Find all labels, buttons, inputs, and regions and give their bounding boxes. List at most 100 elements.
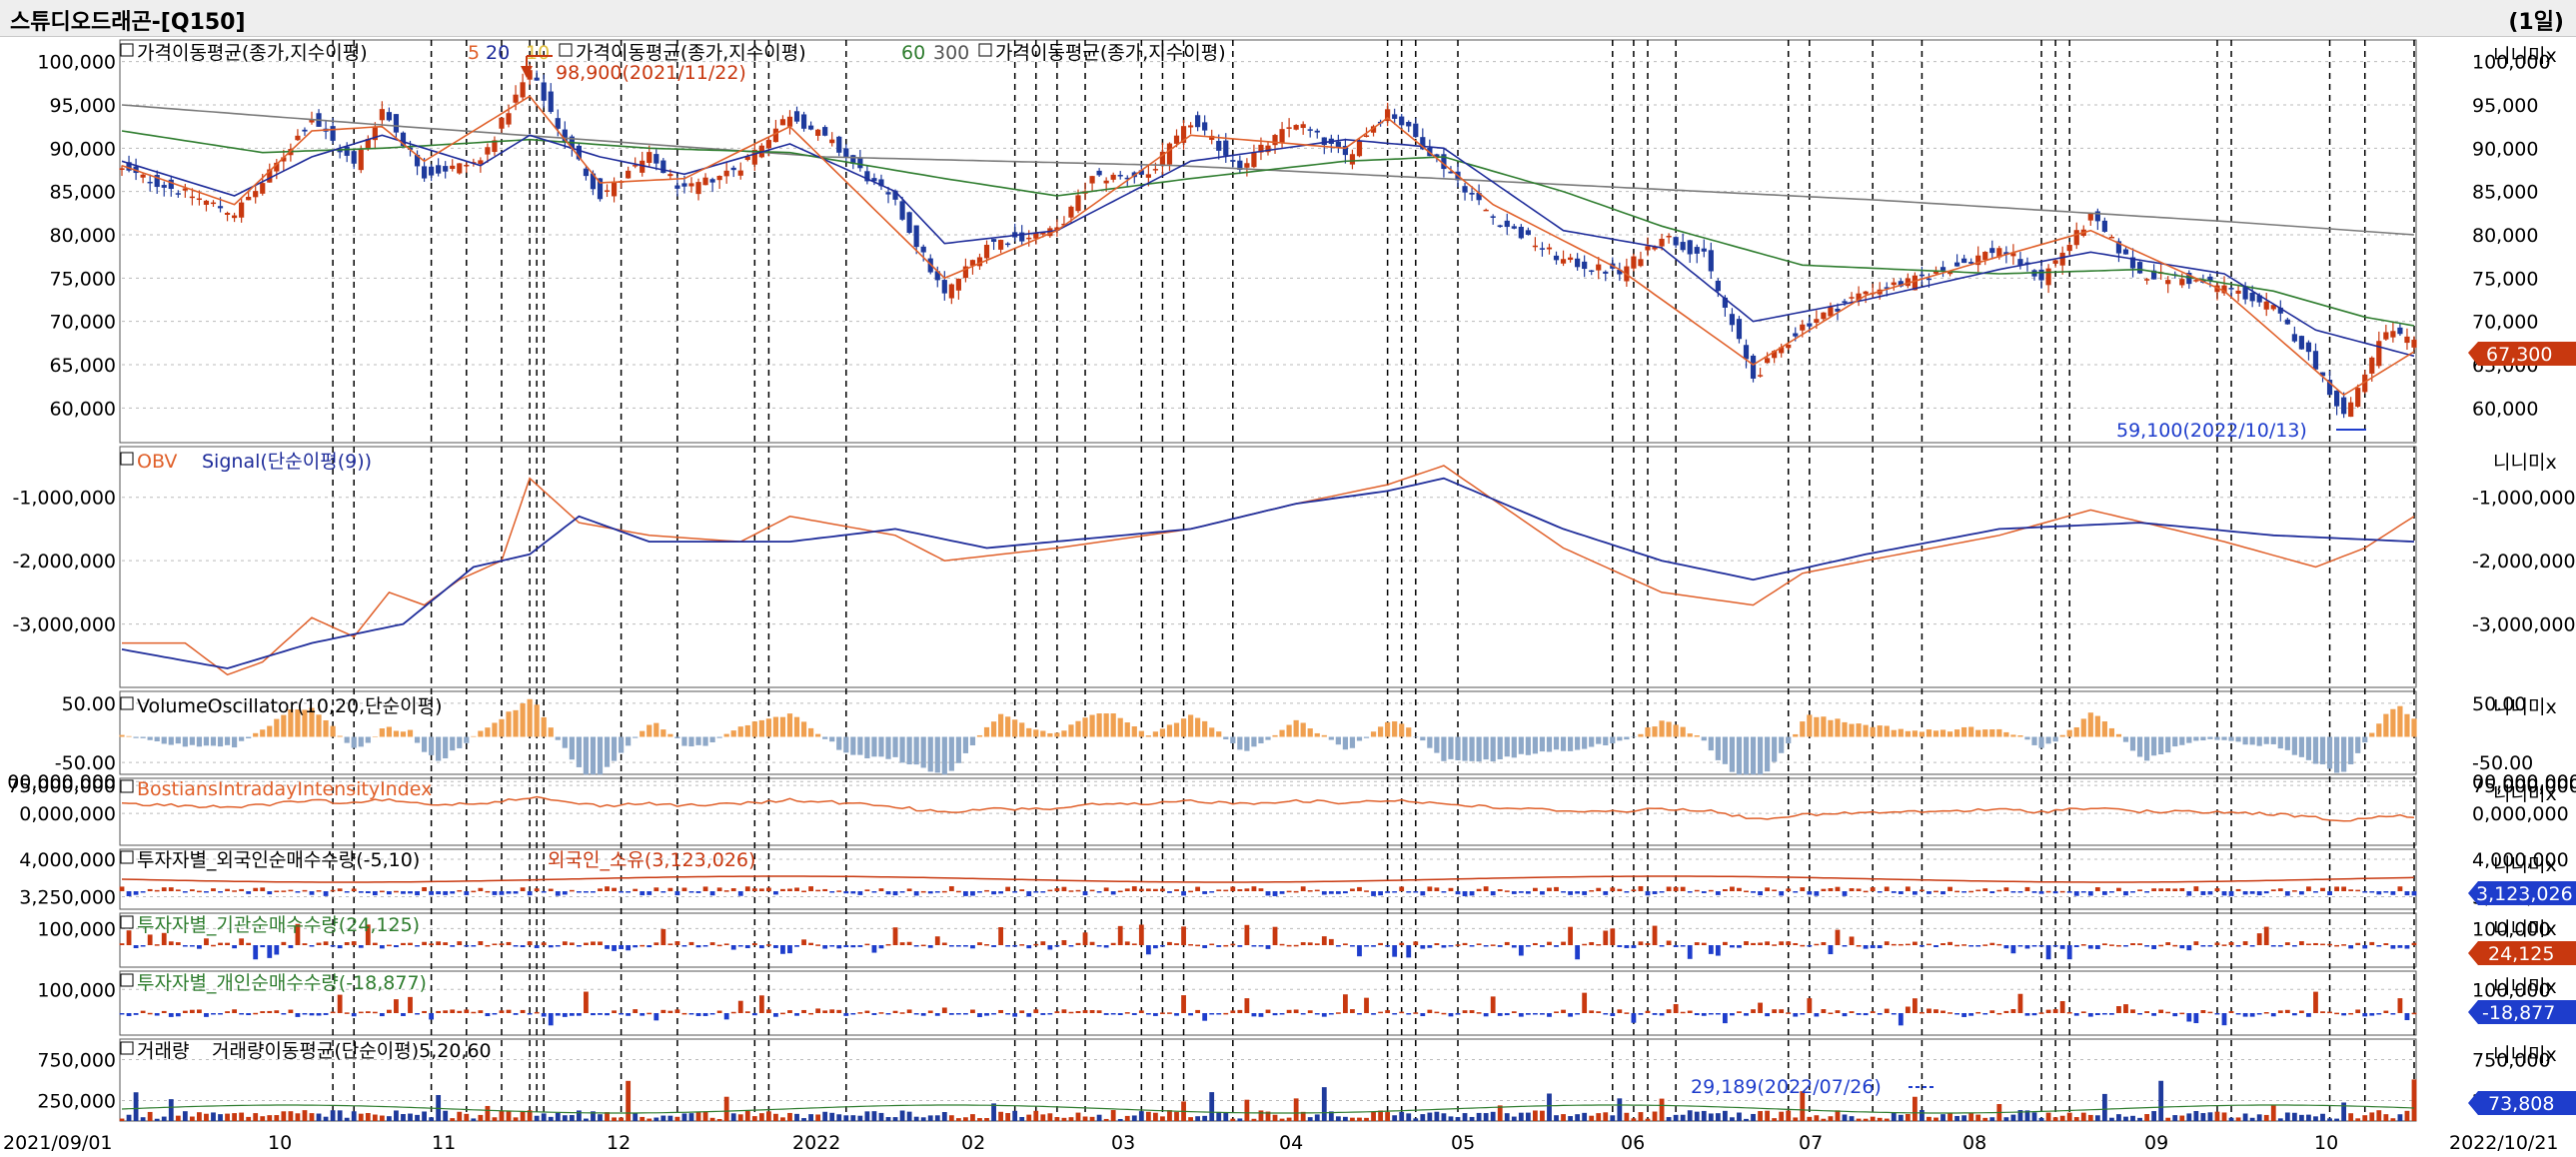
price-ma-legend-3[interactable]: 가격이동평균(종가,지수이평)	[978, 42, 1226, 64]
inst-legend[interactable]: 투자자별_기관순매수수량(24,125)	[120, 914, 420, 936]
institution-bar	[274, 945, 280, 955]
volume-bar	[1659, 1098, 1665, 1121]
institution-bar	[1744, 941, 1749, 945]
individual-bar	[2200, 1010, 2206, 1013]
price-candle	[1420, 137, 1426, 150]
institution-bar	[253, 945, 259, 960]
individual-bar	[422, 1010, 427, 1013]
price-candle	[1926, 278, 1932, 281]
volume-bar	[1722, 1110, 1728, 1121]
vo-bar	[723, 733, 729, 737]
volume-bar	[140, 1117, 146, 1121]
vo-bar	[948, 736, 954, 771]
individual-bar	[660, 1009, 666, 1013]
price-candle	[1068, 206, 1074, 218]
y-tick-label-left-price: 80,000	[50, 225, 116, 247]
vo-bar	[274, 718, 280, 737]
individual-bar	[457, 1010, 463, 1013]
institution-bar	[1786, 941, 1792, 945]
volume-bar	[2200, 1113, 2206, 1121]
volume-bar	[1364, 1117, 1369, 1121]
vo-bar	[1610, 736, 1616, 744]
vo-bar	[1638, 733, 1644, 737]
volume-legend[interactable]: 거래량 거래량이동평균(단순이평)5,20,60	[120, 1040, 492, 1062]
obv-signal-line	[121, 477, 2415, 669]
vo-bar	[590, 736, 597, 775]
price-candle	[1765, 358, 1771, 364]
institution-bar	[1167, 941, 1172, 945]
individual-bar	[1927, 1008, 1932, 1013]
individual-bar	[1462, 1010, 1468, 1013]
volume-bar	[773, 1113, 778, 1121]
individual-bar	[1420, 1013, 1426, 1017]
vo-legend-label: VolumeOscillator(10,20,단순이평)	[137, 695, 443, 717]
foreign-flow-bar	[970, 891, 975, 896]
individual-bar	[2172, 1013, 2178, 1017]
indiv-legend[interactable]: 투자자별_개인순매수수량(-18,877)	[120, 972, 427, 994]
institution-bar	[330, 945, 336, 947]
price-candle	[590, 173, 597, 190]
foreign-legend[interactable]: 투자자별_외국인순매수수량(-5,10) 외국인_소유(3,123,026)	[120, 849, 755, 871]
price-ma-legend-1[interactable]: 가격이동평균(종가,지수이평) 5 20 10	[120, 42, 550, 64]
individual-bar	[1561, 1009, 1566, 1013]
ma5-period-label: 5	[468, 42, 480, 64]
institution-bar	[1730, 945, 1735, 948]
foreign-flow-bar	[1047, 889, 1053, 892]
vo-bar	[640, 730, 645, 737]
period-label[interactable]: (1일)	[2508, 10, 2564, 35]
volume-bar	[984, 1118, 989, 1121]
vo-bar	[1884, 725, 1890, 737]
institution-bar	[1054, 945, 1060, 947]
institution-bar	[2207, 945, 2213, 947]
foreign-flow-bar	[1645, 891, 1651, 896]
individual-bar	[2228, 1011, 2234, 1013]
foreign-flow-bar	[2144, 891, 2150, 893]
individual-bar	[1047, 1013, 1053, 1015]
institution-bar	[1307, 942, 1313, 945]
foreign-flow-bar	[2348, 889, 2354, 891]
volume-bar	[1835, 1110, 1841, 1121]
vo-bar	[1293, 719, 1299, 737]
foreign-flow-bar	[2235, 888, 2241, 891]
foreign-flow-bar	[527, 891, 533, 896]
vo-bar	[808, 727, 814, 737]
foreign-flow-bar	[1343, 891, 1348, 894]
obv-legend[interactable]: OBV Signal(단순이평(9))	[120, 451, 372, 473]
foreign-flow-bar	[765, 887, 771, 891]
price-ma-legend-2[interactable]: 가격이동평균(종가,지수이평) 60 300	[559, 42, 969, 64]
foreign-flow-bar	[906, 888, 912, 891]
individual-bar	[1554, 1011, 1559, 1013]
individual-bar	[1982, 1013, 1988, 1015]
individual-bar	[1920, 1011, 1925, 1014]
vo-bar	[815, 733, 821, 737]
individual-bar	[2277, 1010, 2283, 1013]
volume-bar	[1511, 1116, 1517, 1121]
institution-bar	[2376, 945, 2382, 947]
institution-bar	[2411, 942, 2417, 945]
foreign-flow-bar	[927, 891, 933, 894]
biii-legend[interactable]: BostiansIntradayIntensityIndex	[120, 778, 432, 800]
volume-bar	[1779, 1111, 1785, 1121]
volume-bar	[2052, 1117, 2058, 1121]
vo-legend[interactable]: VolumeOscillator(10,20,단순이평)	[120, 695, 443, 717]
volume-bar	[1399, 1111, 1405, 1121]
vo-bar	[1659, 720, 1665, 737]
price-candle	[1195, 115, 1201, 128]
volume-bar	[316, 1113, 322, 1121]
y-tick-label-left-bostian: 0,000,000	[19, 803, 116, 825]
price-candle	[372, 127, 378, 141]
individual-bar	[464, 1009, 470, 1013]
institution-bar	[2130, 943, 2135, 945]
foreign-flow-bar	[1293, 890, 1299, 893]
institution-bar	[189, 945, 195, 947]
individual-bar	[1856, 1013, 1862, 1015]
volume-bar	[1307, 1117, 1313, 1121]
price-candle	[1800, 324, 1806, 331]
institution-bar	[1814, 943, 1820, 946]
vo-bar	[2094, 715, 2100, 737]
institution-bar	[1476, 943, 1482, 945]
vo-bar	[653, 722, 659, 737]
institution-bar	[1371, 945, 1376, 947]
volume-bar	[1638, 1112, 1644, 1121]
